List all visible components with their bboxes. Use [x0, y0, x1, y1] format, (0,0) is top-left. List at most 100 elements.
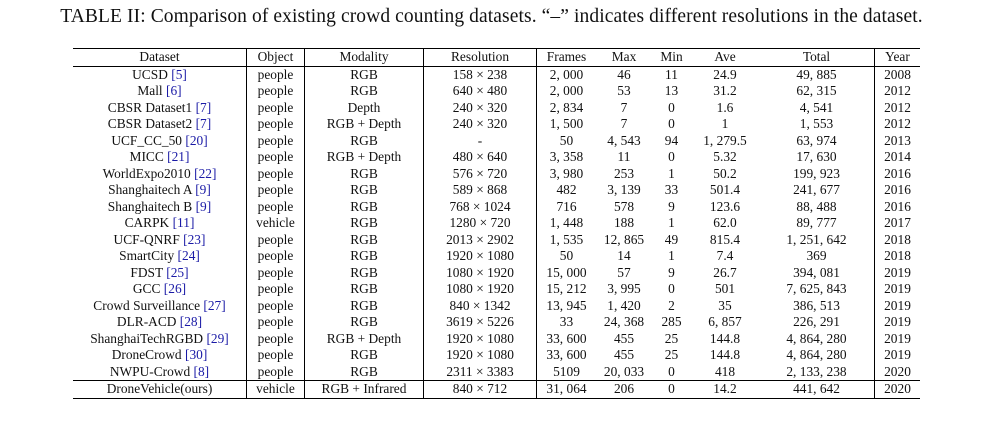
dataset-name: DLR-ACD [116, 314, 177, 329]
table-row: MICC [21] people RGB + Depth 480 × 640 3, 35… [73, 149, 920, 166]
header-max: Max [611, 49, 637, 64]
cell-modality: RGB [304, 264, 424, 281]
cell-min: 285 [661, 314, 682, 329]
citation-link[interactable]: [21] [167, 149, 190, 164]
cell-ave: 7.4 [716, 248, 734, 263]
cell-frames: 33, 600 [536, 330, 596, 347]
cell-year: 2019 [874, 314, 920, 331]
cell-max: 253 [613, 165, 635, 181]
cell-min: 1 [668, 248, 675, 263]
cell-resolution: 2311 × 3383 [423, 363, 537, 381]
cell-resolution: 576 × 720 [423, 165, 537, 182]
cell-total: 4, 864, 280 [786, 330, 847, 346]
citation-link[interactable]: [29] [206, 330, 229, 346]
cell-dataset: Crowd Surveillance [27] [73, 298, 247, 315]
citation-link[interactable]: [11] [172, 215, 195, 230]
cell-frames: 2, 834 [536, 99, 596, 116]
cell-min: 9 [668, 264, 675, 280]
cell-resolution: 1280 × 720 [423, 215, 537, 232]
cell-object: people [246, 363, 305, 381]
cell-total: 1, 251, 642 [786, 231, 847, 247]
citation-link[interactable]: [27] [203, 297, 226, 313]
cell-min: 1 [668, 215, 675, 230]
header-total: Total [802, 49, 831, 64]
cell-total: 4, 541 [799, 99, 834, 115]
header-year: Year [874, 48, 920, 66]
cell-min: 33 [664, 182, 679, 197]
cell-max: 24, 368 [603, 314, 645, 329]
cell-total: 241, 677 [793, 182, 840, 197]
citation-link[interactable]: [7] [195, 99, 212, 115]
cell-ave: 35 [718, 297, 732, 313]
cell-max: 188 [613, 215, 635, 230]
cell-dataset: ShanghaiTechRGBD [29] [73, 331, 247, 348]
cell-year: 2018 [874, 248, 920, 265]
cell-object: people [246, 297, 305, 314]
cell-max: 455 [613, 330, 635, 346]
citation-link[interactable]: [30] [184, 347, 208, 362]
cell-max: 11 [617, 149, 631, 164]
citation-link[interactable]: [5] [171, 66, 187, 82]
citation-link[interactable]: [25] [166, 264, 189, 280]
citation-link[interactable]: [28] [179, 314, 203, 329]
citation-link[interactable]: [20] [185, 132, 208, 148]
cell-max: 7 [620, 99, 628, 115]
comparison-table: Dataset Object Modality Resolution Frame… [73, 48, 920, 399]
table-row: ShanghaiTechRGBD [29] people RGB + Depth 19… [73, 330, 920, 348]
cell-ave: 24.9 [713, 66, 737, 82]
cell-frames: 2, 000 [536, 66, 596, 83]
cell-max: 206 [613, 381, 635, 396]
citation-link[interactable]: [9] [195, 182, 211, 197]
cell-resolution: - [423, 132, 537, 149]
cell-dataset: Mall [6] [73, 83, 247, 100]
cell-resolution: 840 × 1342 [423, 297, 537, 314]
table-row: FDST [25] people RGB 1080 × 1920 15, 000 57 9 2… [73, 264, 920, 281]
cell-frames: 3, 358 [536, 149, 596, 166]
cell-dataset: GCC [26] [73, 281, 247, 298]
cell-dataset: Shanghaitech B [9] [73, 199, 247, 216]
cell-frames: 1, 500 [536, 116, 596, 133]
cell-ave: 144.8 [709, 330, 741, 346]
cell-max: 4, 543 [607, 132, 641, 148]
cell-object: people [246, 132, 305, 149]
cell-object: people [246, 248, 305, 265]
citation-link[interactable]: [7] [195, 116, 212, 131]
cell-modality: RGB [304, 66, 424, 83]
cell-year: 2020 [874, 363, 920, 381]
cell-max: 20, 033 [603, 363, 645, 379]
comparison-table-container: Dataset Object Modality Resolution Frame… [73, 48, 920, 399]
citation-link[interactable]: [6] [166, 83, 182, 98]
citation-link[interactable]: [23] [183, 231, 206, 247]
cell-year: 2017 [874, 215, 920, 232]
cell-year: 2019 [874, 330, 920, 347]
cell-min: 0 [668, 99, 675, 115]
cell-modality: RGB [304, 231, 424, 248]
citation-link[interactable]: [24] [177, 248, 200, 263]
cell-ave: 1.6 [716, 99, 734, 115]
cell-resolution: 1080 × 1920 [423, 281, 537, 298]
table-row: CBSR Dataset1 [7] people Depth 240 × 320 2, … [73, 99, 920, 116]
cell-max: 578 [613, 198, 635, 214]
cell-total: 226, 291 [793, 314, 840, 329]
cell-total: 369 [806, 248, 827, 263]
citation-link[interactable]: [9] [195, 198, 212, 214]
cell-ave: 815.4 [709, 231, 741, 247]
header-modality: Modality [304, 48, 424, 66]
citation-link[interactable]: [22] [194, 165, 217, 181]
cell-total: 441, 642 [793, 381, 840, 396]
cell-ave: 14.2 [713, 381, 737, 396]
citation-link[interactable]: [26] [163, 281, 187, 296]
cell-max: 12, 865 [603, 231, 645, 247]
cell-ave: 31.2 [713, 83, 737, 98]
cell-min: 94 [664, 132, 679, 148]
cell-resolution: 1920 × 1080 [423, 347, 537, 364]
cell-max: 7 [620, 116, 628, 131]
table-row: NWPU-Crowd [8] people RGB 2311 × 3383 5109 20… [73, 363, 920, 381]
cell-total: 63, 974 [796, 132, 837, 148]
cell-min: 1 [668, 165, 675, 181]
citation-link[interactable]: [8] [193, 363, 210, 379]
cell-resolution: 480 × 640 [423, 149, 537, 166]
cell-resolution: 240 × 320 [423, 116, 537, 133]
dataset-name: MICC [129, 149, 164, 164]
cell-modality: RGB [304, 132, 424, 149]
